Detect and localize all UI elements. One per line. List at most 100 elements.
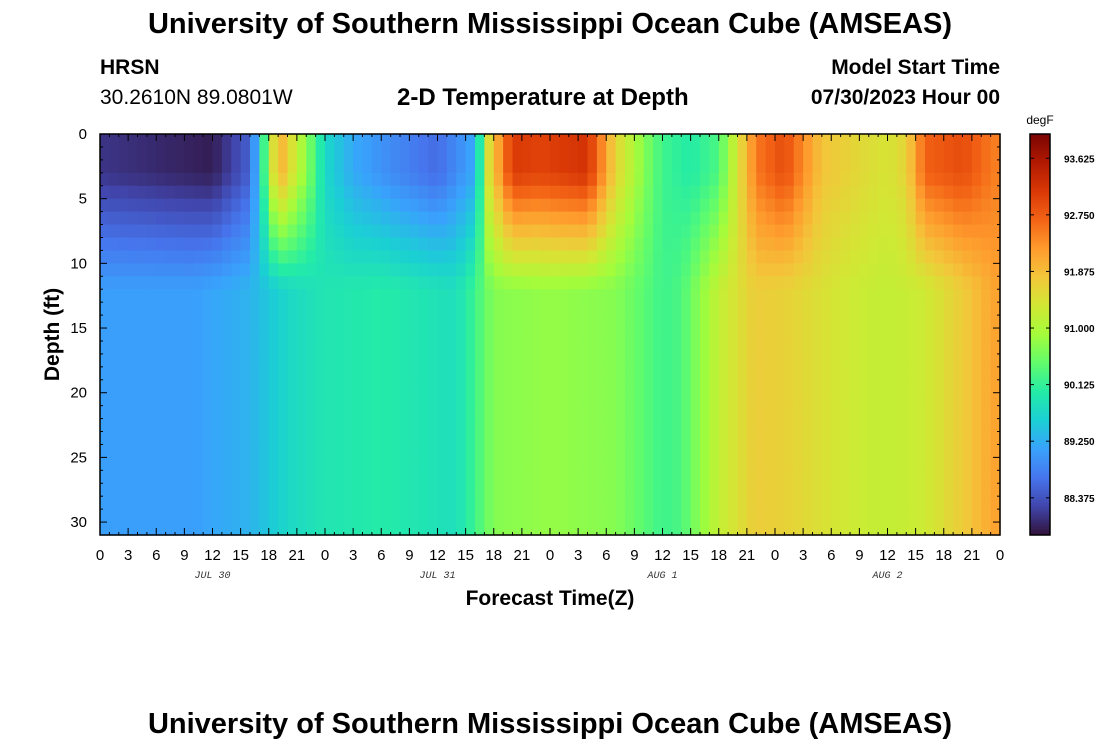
heatmap-cell (568, 146, 579, 161)
heatmap-cell (381, 353, 392, 368)
heatmap-cell (671, 418, 682, 433)
heatmap-cell (465, 496, 476, 510)
heatmap-cell (718, 353, 729, 368)
heatmap-cell (718, 405, 729, 420)
heatmap-cell (962, 509, 973, 523)
heatmap-cell (296, 302, 307, 316)
heatmap-cell (812, 276, 823, 290)
heatmap-cell (784, 250, 795, 264)
heatmap-cell (540, 470, 551, 484)
heatmap-cell (343, 289, 354, 303)
heatmap-cell (250, 211, 260, 226)
heatmap-cell (400, 250, 410, 264)
heatmap-cell (775, 496, 785, 510)
heatmap-cell (653, 457, 664, 471)
heatmap-cell (315, 328, 326, 342)
heatmap-cell (353, 302, 364, 316)
heatmap-cell (521, 496, 532, 510)
heatmap-cell (390, 211, 401, 226)
heatmap-cell (259, 457, 270, 471)
heatmap-cell (400, 470, 410, 484)
heatmap-cell (521, 224, 532, 239)
heatmap-cell (887, 340, 898, 355)
heatmap-cell (634, 483, 645, 497)
heatmap-cell (428, 405, 439, 420)
heatmap-cell (456, 185, 467, 200)
heatmap-cell (718, 146, 729, 161)
heatmap-cell (671, 146, 682, 161)
heatmap-cell (765, 302, 776, 316)
heatmap-cell (700, 522, 710, 536)
heatmap-cell (943, 392, 954, 407)
heatmap-cell (821, 159, 832, 174)
heatmap-cell (868, 276, 879, 290)
heatmap-cell (896, 289, 907, 303)
heatmap-cell (765, 405, 776, 420)
heatmap-cell (868, 509, 879, 523)
heatmap-cell (681, 315, 692, 329)
heatmap-cell (934, 263, 945, 277)
heatmap-cell (756, 340, 767, 355)
heatmap-cell (953, 392, 964, 407)
heatmap-cell (943, 418, 954, 433)
heatmap-cell (343, 198, 354, 213)
heatmap-cell (296, 224, 307, 239)
heatmap-cell (137, 405, 148, 420)
heatmap-cell (596, 134, 607, 148)
heatmap-cell (100, 353, 110, 368)
heatmap-cell (775, 366, 785, 381)
heatmap-cell (184, 444, 195, 458)
heatmap-cell (643, 224, 654, 239)
heatmap-cell (559, 431, 570, 446)
heatmap-cell (746, 340, 757, 355)
heatmap-cell (971, 366, 982, 381)
heatmap-cell (690, 340, 701, 355)
heatmap-cell (278, 392, 289, 407)
heatmap-cell (587, 353, 598, 368)
heatmap-cell (128, 483, 139, 497)
heatmap-cell (240, 263, 251, 277)
heatmap-cell (700, 405, 710, 420)
heatmap-cell (728, 276, 739, 290)
heatmap-cell (906, 224, 917, 239)
heatmap-cell (203, 328, 214, 342)
heatmap-cell (184, 276, 195, 290)
heatmap-cell (512, 392, 523, 407)
heatmap-cell (353, 353, 364, 368)
heatmap-cell (793, 211, 804, 226)
heatmap-cell (465, 276, 476, 290)
heatmap-cell (231, 483, 242, 497)
heatmap-cell (306, 289, 317, 303)
heatmap-cell (700, 134, 710, 148)
heatmap-cell (812, 457, 823, 471)
heatmap-cell (503, 418, 514, 433)
heatmap-cell (634, 302, 645, 316)
heatmap-cell (887, 444, 898, 458)
heatmap-cell (212, 237, 223, 252)
heatmap-cell (812, 366, 823, 381)
heatmap-cell (803, 470, 814, 484)
heatmap-cell (428, 250, 439, 264)
heatmap-cell (109, 263, 120, 277)
heatmap-cell (690, 237, 701, 252)
heatmap-cell (531, 340, 542, 355)
heatmap-cell (521, 211, 532, 226)
heatmap-cell (662, 146, 673, 161)
heatmap-cell (925, 470, 935, 484)
heatmap-cell (165, 211, 176, 226)
heatmap-cell (896, 353, 907, 368)
heatmap-cell (878, 315, 889, 329)
heatmap-cell (371, 353, 382, 368)
heatmap-cell (203, 134, 214, 148)
heatmap-cell (568, 522, 579, 536)
heatmap-cell (887, 159, 898, 174)
heatmap-cell (596, 392, 607, 407)
heatmap-cell (203, 366, 214, 381)
heatmap-cell (625, 431, 635, 446)
heatmap-cell (587, 198, 598, 213)
heatmap-cell (146, 392, 157, 407)
heatmap-cell (156, 276, 167, 290)
heatmap-cell (203, 146, 214, 161)
heatmap-cell (390, 289, 401, 303)
heatmap-cell (859, 315, 870, 329)
